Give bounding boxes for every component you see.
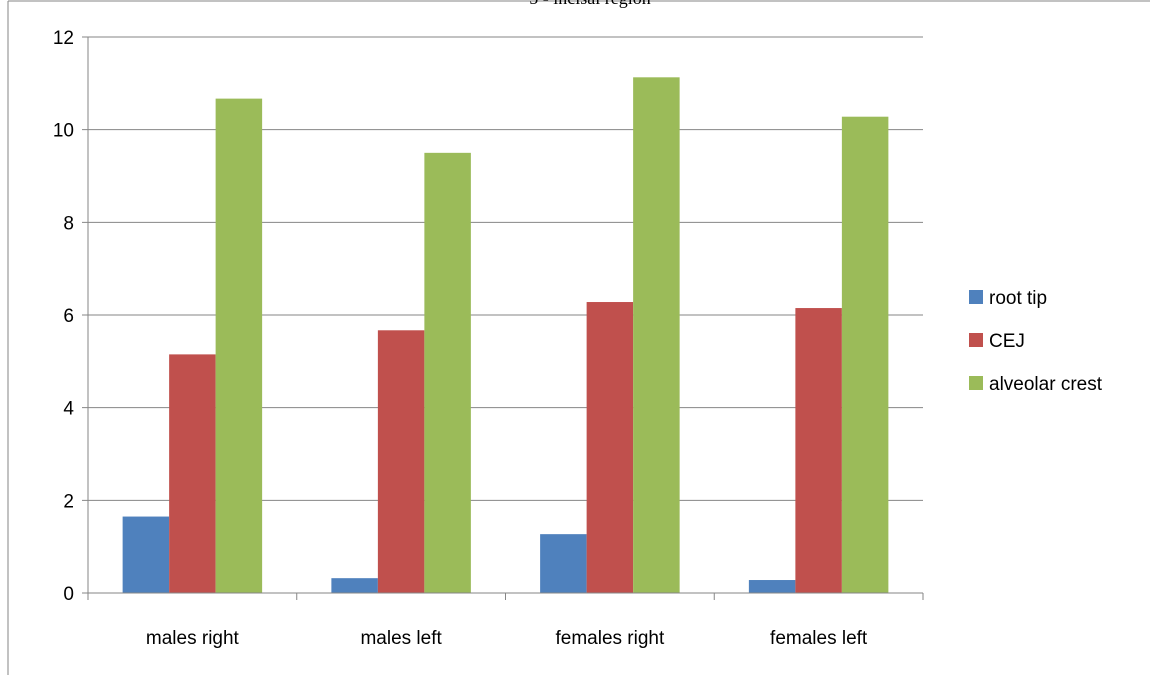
x-tick-label: males right (146, 628, 240, 649)
x-tick-label: females right (555, 628, 664, 649)
y-tick-label: 0 (63, 584, 74, 605)
bar-alveolar-crest-females-right (633, 77, 680, 593)
bar-CEJ-females-left (795, 308, 842, 593)
y-axis-tick-labels: 0 2 4 6 8 10 12 (53, 28, 75, 605)
bar-root-tip-females-right (540, 534, 587, 593)
bar-root-tip-females-left (748, 580, 796, 593)
y-tick-label: 12 (53, 28, 74, 49)
bars (122, 77, 889, 594)
x-axis-tick-labels: males right males left females right female… (146, 628, 868, 649)
bar-root-tip-males-right (122, 516, 170, 593)
y-tick-label: 4 (63, 399, 74, 420)
bar-alveolar-crest-females-left (841, 116, 889, 594)
legend-label: root tip (989, 288, 1047, 309)
y-tick-label: 2 (63, 491, 74, 512)
bar-CEJ-females-right (586, 302, 634, 593)
y-tick-label: 10 (53, 121, 74, 142)
legend-swatch (969, 290, 983, 304)
bar-alveolar-crest-males-right (215, 98, 263, 593)
y-tick-label: 8 (63, 213, 74, 234)
legend-swatch (969, 333, 983, 347)
bar-CEJ-males-left (377, 330, 425, 593)
bar-root-tip-males-left (331, 578, 378, 593)
legend: root tip CEJ alveolar crest (969, 288, 1103, 395)
x-tick-label: females left (770, 628, 868, 649)
x-tick-label: males left (360, 628, 442, 649)
x-axis (87, 37, 924, 600)
legend-swatch (969, 376, 983, 390)
legend-label: alveolar crest (989, 374, 1103, 395)
bar-CEJ-males-right (169, 354, 216, 593)
y-tick-label: 6 (63, 306, 74, 327)
chart-title: 5 - incisal region (529, 0, 650, 8)
legend-label: CEJ (989, 331, 1025, 352)
bar-alveolar-crest-males-left (424, 152, 471, 594)
